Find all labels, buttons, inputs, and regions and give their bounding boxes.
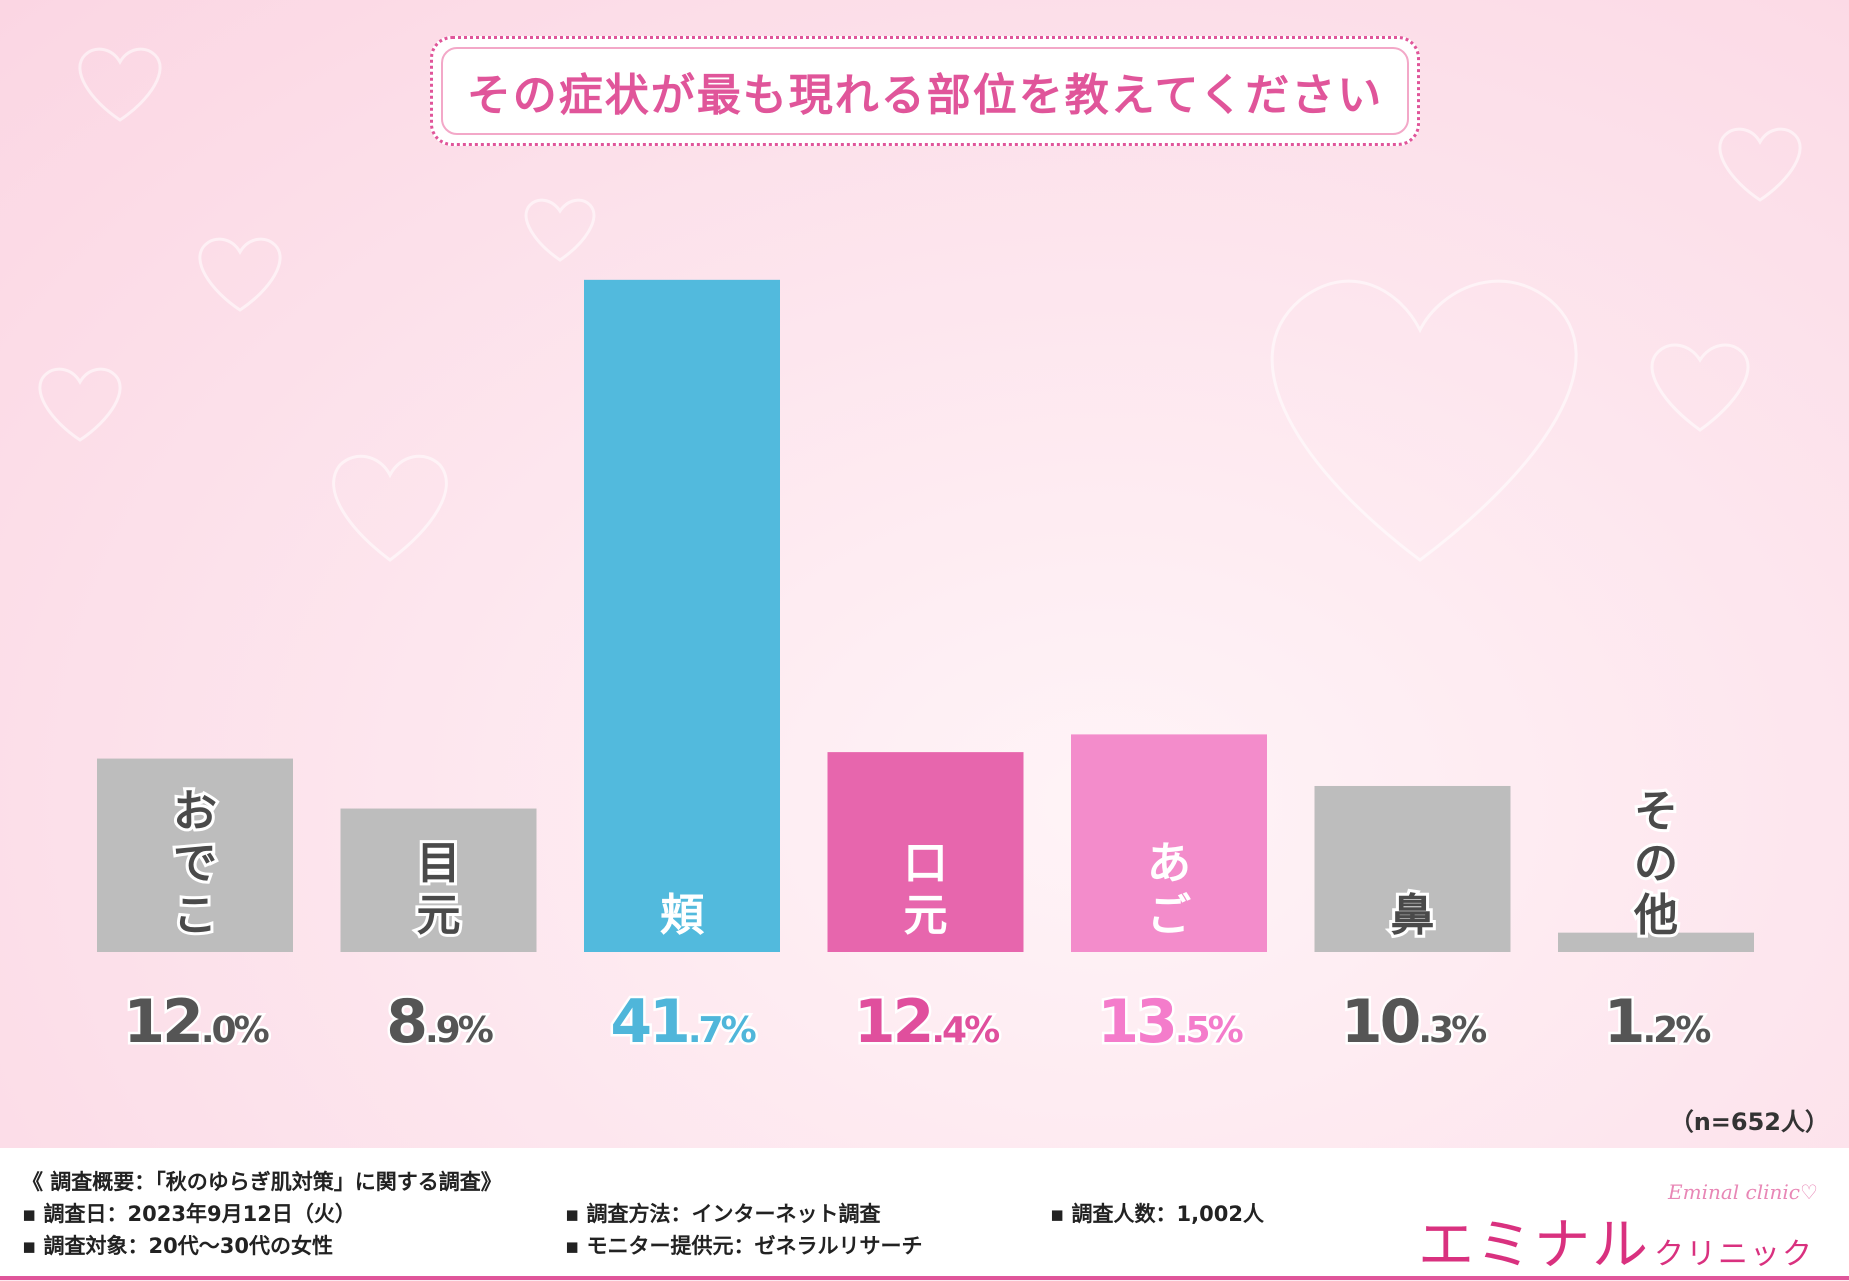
chart-title: その症状が最も現れる部位を教えてください [466, 70, 1384, 121]
bar-3 [827, 752, 1024, 952]
survey-title: 《 調査概要：「秋のゆらぎ肌対策」に関する調査》 [22, 1170, 502, 1194]
survey-date: ▪ 調査日：2023年9月12日（火） [22, 1202, 356, 1226]
value-label-2: 41.7% [610, 987, 755, 1057]
bar-4 [1071, 734, 1267, 952]
value-label-5: 10.3% [1341, 987, 1486, 1057]
category-label-6: その他 [1633, 786, 1678, 941]
survey-count: ▪ 調査人数：1,002人 [1050, 1202, 1264, 1226]
logo-subtitle: Eminal clinic♡ [1668, 1180, 1818, 1204]
value-label-0: 12.0% [123, 987, 268, 1057]
logo-small-text: クリニック [1654, 1237, 1814, 1272]
chart-background [0, 0, 1849, 1148]
category-label-3: 口元 [904, 838, 948, 941]
value-label-4: 13.5% [1097, 987, 1242, 1057]
bar-5 [1314, 785, 1511, 952]
logo-main-text: エミナル [1418, 1213, 1650, 1278]
category-label-4: あご [1147, 838, 1191, 941]
value-label-6: 1.2% [1604, 987, 1710, 1057]
bar-2 [584, 279, 780, 953]
category-label-0: おでこ [173, 786, 217, 941]
category-label-2: 頬 [660, 890, 705, 941]
bar-0 [97, 758, 293, 952]
sample-size-note: （n=652人） [1669, 1108, 1829, 1136]
bar-chart: おでこ 12.0% 目元 8.9% 頬 41.7% 口元 12.4% あご 13.5% 鼻 10.3%… [97, 279, 1754, 1060]
value-label-1: 8.9% [386, 987, 492, 1057]
survey-target: ▪ 調査対象：20代〜30代の女性 [22, 1234, 333, 1258]
footer: 《 調査概要：「秋のゆらぎ肌対策」に関する調査》 ▪ 調査日：2023年9月12… [0, 1148, 1849, 1280]
chart-title-box: その症状が最も現れる部位を教えてください [430, 36, 1420, 146]
logo-main: エミナル クリニック [1418, 1200, 1814, 1281]
bar-1 [340, 808, 537, 952]
monitor-provider: ▪ モニター提供元：ゼネラルリサーチ [565, 1234, 923, 1258]
value-label-3: 12.4% [854, 987, 999, 1057]
bar-6 [1558, 932, 1754, 952]
category-label-5: 鼻 [1391, 890, 1435, 941]
category-label-1: 目元 [417, 838, 461, 941]
survey-method: ▪ 調査方法：インターネット調査 [565, 1202, 881, 1226]
clinic-logo: Eminal clinic♡ エミナル クリニック [1418, 1180, 1818, 1278]
heart-pattern [38, 47, 1802, 562]
